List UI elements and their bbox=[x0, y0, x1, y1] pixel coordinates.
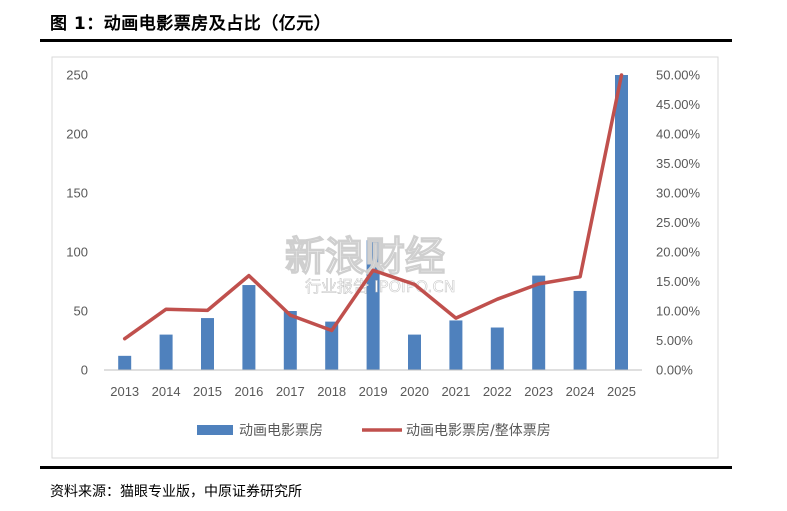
bar bbox=[532, 275, 546, 370]
bar bbox=[573, 290, 587, 370]
watermark-sub: 行业报告 IPOIPO.CN bbox=[305, 277, 456, 296]
x-tick-label: 2020 bbox=[400, 384, 429, 399]
right-tick-label: 5.00% bbox=[656, 333, 693, 348]
right-tick-label: 25.00% bbox=[656, 215, 701, 230]
bottom-rule bbox=[40, 466, 732, 469]
source-note: 资料来源：猫眼专业版，中原证券研究所 bbox=[50, 484, 302, 500]
right-tick-label: 30.00% bbox=[656, 186, 701, 201]
x-tick-label: 2025 bbox=[607, 384, 636, 399]
x-tick-label: 2017 bbox=[276, 384, 305, 399]
right-tick-label: 50.00% bbox=[656, 68, 701, 83]
left-axis: 0 50 100 150 200 250 bbox=[66, 68, 88, 378]
bar bbox=[242, 285, 256, 370]
right-tick-label: 35.00% bbox=[656, 156, 701, 171]
legend-bar-swatch bbox=[197, 425, 233, 435]
legend-bar-label: 动画电影票房 bbox=[239, 423, 323, 439]
right-tick-label: 40.00% bbox=[656, 127, 701, 142]
chart-frame bbox=[51, 56, 719, 459]
left-tick-label: 100 bbox=[66, 245, 88, 260]
right-tick-label: 0.00% bbox=[656, 363, 693, 378]
right-tick-label: 20.00% bbox=[656, 245, 701, 260]
legend: 动画电影票房 动画电影票房/整体票房 bbox=[197, 423, 551, 439]
bar bbox=[615, 75, 628, 370]
top-rule bbox=[40, 39, 732, 42]
x-tick-label: 2013 bbox=[110, 384, 139, 399]
x-tick-label: 2014 bbox=[152, 384, 181, 399]
bar bbox=[159, 334, 173, 370]
right-tick-label: 10.00% bbox=[656, 304, 701, 319]
x-tick-label: 2019 bbox=[359, 384, 388, 399]
bar bbox=[325, 321, 339, 370]
right-axis: 0.00% 5.00% 10.00% 15.00% 20.00% 25.00% 30.00%… bbox=[656, 68, 701, 378]
right-tick-label: 45.00% bbox=[656, 97, 701, 112]
bar bbox=[201, 318, 214, 370]
bar bbox=[490, 327, 504, 370]
bar bbox=[118, 355, 132, 370]
bar-series bbox=[118, 75, 628, 370]
watermark-main: 新浪财经 bbox=[285, 234, 445, 280]
watermark: 新浪财经 行业报告 IPOIPO.CN bbox=[284, 233, 456, 296]
x-tick-label: 2024 bbox=[566, 384, 595, 399]
bar bbox=[408, 334, 421, 370]
x-tick-label: 2021 bbox=[441, 384, 470, 399]
left-tick-label: 150 bbox=[66, 186, 88, 201]
left-tick-label: 200 bbox=[66, 127, 88, 142]
figure-title: 图 1：动画电影票房及占比（亿元） bbox=[50, 14, 332, 34]
legend-line-label: 动画电影票房/整体票房 bbox=[406, 423, 551, 439]
x-tick-label: 2016 bbox=[234, 384, 263, 399]
left-tick-label: 250 bbox=[66, 68, 88, 83]
bar bbox=[283, 311, 297, 370]
x-tick-label: 2015 bbox=[193, 384, 222, 399]
x-tick-label: 2023 bbox=[524, 384, 553, 399]
bar bbox=[449, 320, 463, 370]
ratio-line bbox=[122, 73, 624, 341]
left-tick-label: 0 bbox=[81, 363, 88, 378]
left-tick-label: 50 bbox=[74, 304, 88, 319]
x-tick-label: 2022 bbox=[483, 384, 512, 399]
x-tick-label: 2018 bbox=[317, 384, 346, 399]
right-tick-label: 15.00% bbox=[656, 274, 701, 289]
x-axis: 2013 2014 2015 2016 2017 2018 2019 2020 2021 2022… bbox=[110, 384, 636, 399]
